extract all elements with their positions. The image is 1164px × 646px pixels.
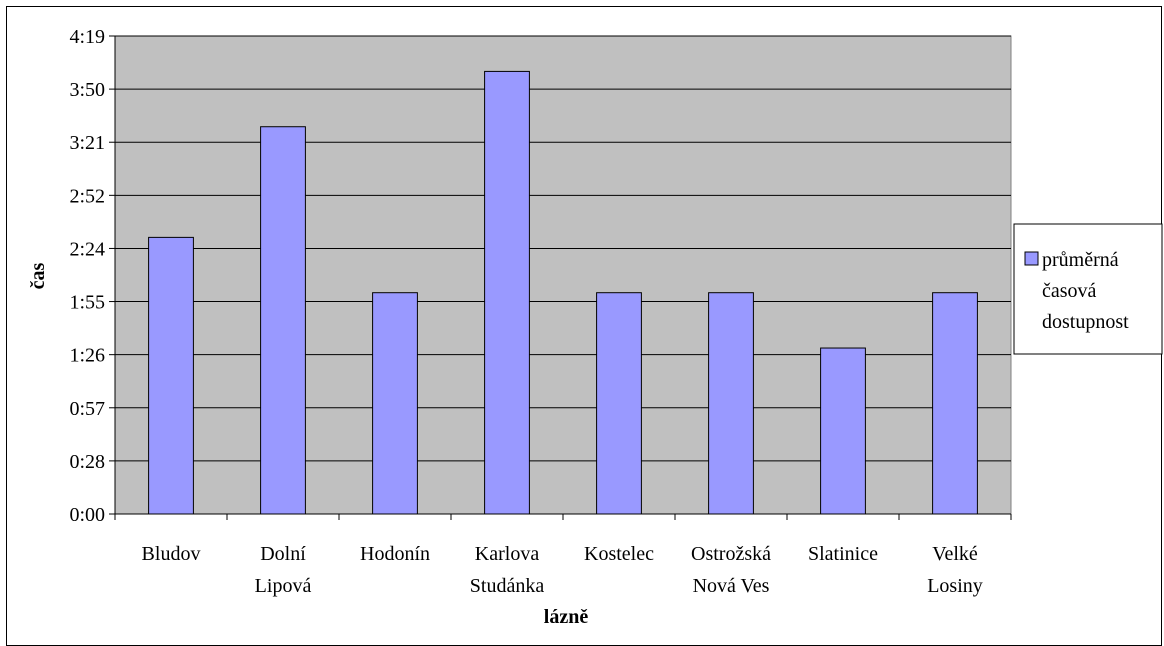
bar [260,126,306,515]
y-tick-label: 3:50 [69,79,105,101]
x-axis-title: lázně [544,606,589,628]
y-tick-label: 2:24 [69,238,105,260]
x-tick-label: Hodonín [360,543,430,565]
x-tick-label: Kostelec [584,543,654,565]
bar [820,347,866,515]
legend-label: průměrná časová dostupnost [1042,249,1129,333]
x-tick-label: Karlova Studánka [470,543,545,597]
bar [596,292,642,515]
x-tick-labels: Bludov Dolní Lipová Hodonín Karlova Studánka K… [142,543,983,597]
y-tick-label: 0:57 [69,398,105,420]
axes [109,35,1012,520]
y-tick-label: 0:00 [69,504,105,526]
y-tick-label: 4:19 [69,26,105,48]
legend-swatch [1024,251,1039,266]
x-tick-label: Bludov [142,543,201,565]
x-tick-label: Ostrožská Nová Ves [691,543,771,597]
bar [708,292,754,515]
y-tick-label: 1:55 [69,292,105,314]
bar [932,292,978,515]
bars [148,70,978,515]
plot-area [114,35,1012,515]
bar [148,236,194,515]
x-tick-label: Velké Losiny [927,543,983,597]
y-tick-label: 1:26 [69,345,105,367]
y-tick-label: 3:21 [69,132,105,154]
x-tick-label: Dolní Lipová [255,543,312,597]
y-axis-title: čas [27,262,49,289]
bar-chart: 0:00 0:28 0:57 1:26 1:55 2:24 2:52 3:21 3:50 4:19… [27,26,1163,628]
bar [372,292,418,515]
bar [484,70,530,515]
legend: průměrná časová dostupnost [1013,223,1163,355]
x-tick-label: Slatinice [808,543,878,565]
y-tick-label: 0:28 [69,451,105,473]
y-tick-labels: 0:00 0:28 0:57 1:26 1:55 2:24 2:52 3:21 3:50 4:19 [69,26,105,526]
legend-box [1013,223,1163,355]
y-tick-label: 2:52 [69,185,105,207]
